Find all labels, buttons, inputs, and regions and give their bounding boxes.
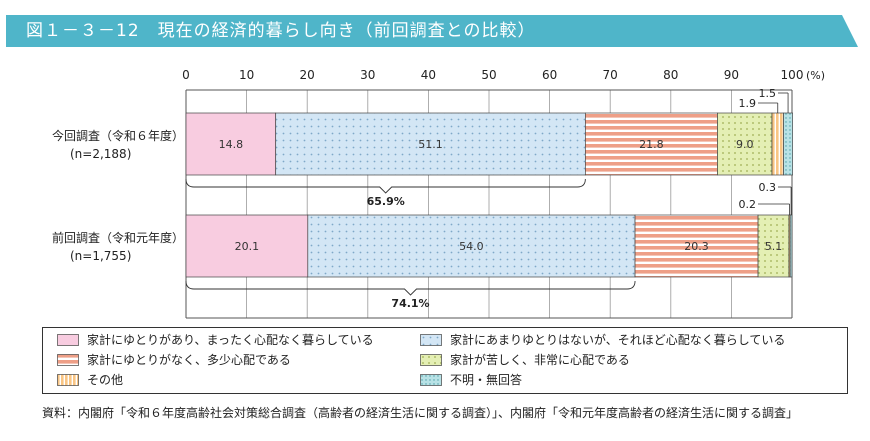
category-label: 前回調査（令和元年度） bbox=[52, 230, 184, 245]
bar-segment bbox=[634, 214, 759, 278]
legend-swatch bbox=[57, 334, 79, 346]
legend-swatch bbox=[57, 354, 79, 366]
legend-label: 家計が苦しく、非常に心配である bbox=[450, 353, 630, 367]
bar-segment bbox=[783, 112, 793, 176]
bar-segment bbox=[307, 214, 636, 278]
x-tick-label: 80 bbox=[663, 68, 678, 82]
x-tick-label: 0 bbox=[182, 68, 190, 82]
bar-segment bbox=[717, 112, 773, 176]
data-label: 20.3 bbox=[684, 240, 709, 253]
data-label: 0.2 bbox=[739, 198, 757, 211]
category-sample-size: (n=2,188) bbox=[70, 147, 131, 161]
data-label: 51.1 bbox=[418, 138, 443, 151]
data-label: 20.1 bbox=[235, 240, 260, 253]
x-tick-label: 40 bbox=[421, 68, 436, 82]
source-note: 資料：内閣府「令和６年度高齢社会対策総合調査（高齢者の経済生活に関する調査）」、… bbox=[42, 406, 799, 420]
bar-segment bbox=[185, 214, 309, 278]
legend-label: 家計にゆとりがなく、多少心配である bbox=[87, 353, 291, 367]
x-tick-label: 70 bbox=[603, 68, 618, 82]
data-label: 5.1 bbox=[765, 240, 783, 253]
x-tick-label: 50 bbox=[481, 68, 496, 82]
legend-label: その他 bbox=[87, 373, 124, 387]
x-tick-label: 10 bbox=[239, 68, 254, 82]
data-label: 21.8 bbox=[639, 138, 664, 151]
data-label: 14.8 bbox=[219, 138, 244, 151]
figure-title-bar: 図１－３－12 現在の経済的暮らし向き（前回調査との比較） bbox=[6, 15, 858, 47]
data-label: 9.0 bbox=[736, 138, 754, 151]
x-tick-label: 60 bbox=[542, 68, 557, 82]
figure-title: 図１－３－12 現在の経済的暮らし向き（前回調査との比較） bbox=[26, 21, 536, 41]
category-label: 今回調査（令和６年度） bbox=[52, 128, 184, 143]
sum-bracket-label: 65.9% bbox=[367, 195, 405, 208]
stacked-bar-chart: 0 10 20 30 40 50 60 70 80 90 100 (%) 今回調査（令和６年度） (n=2… bbox=[52, 68, 825, 319]
chart-legend: 家計にゆとりがあり、まったく心配なく暮らしている 家計にあまりゆとりはないが、それ… bbox=[42, 327, 848, 394]
data-label: 1.9 bbox=[739, 97, 757, 110]
legend-swatch bbox=[420, 374, 442, 386]
legend-swatch bbox=[420, 334, 442, 346]
x-axis-unit: (%) bbox=[806, 69, 825, 82]
bar-segment bbox=[789, 214, 793, 278]
category-sample-size: (n=1,755) bbox=[70, 249, 131, 263]
legend-label: 家計にゆとりがあり、まったく心配なく暮らしている bbox=[87, 333, 374, 347]
legend-swatch bbox=[420, 354, 442, 366]
legend-swatch bbox=[57, 374, 79, 386]
x-tick-label: 20 bbox=[300, 68, 315, 82]
legend-label: 家計にあまりゆとりはないが、それほど心配なく暮らしている bbox=[450, 333, 786, 347]
x-tick-label: 30 bbox=[360, 68, 375, 82]
title-banner-shape bbox=[6, 15, 858, 47]
sum-bracket bbox=[185, 178, 586, 194]
sum-bracket bbox=[185, 280, 636, 296]
data-label: 0.3 bbox=[759, 181, 777, 194]
bar-segment bbox=[771, 112, 784, 176]
legend-label: 不明・無回答 bbox=[450, 373, 523, 387]
bar-segment bbox=[185, 112, 277, 176]
data-label: 1.5 bbox=[759, 87, 777, 100]
data-label: 54.0 bbox=[459, 240, 484, 253]
x-tick-label: 100 bbox=[781, 68, 804, 82]
sum-bracket-label: 74.1% bbox=[391, 297, 429, 310]
x-tick-label: 90 bbox=[724, 68, 739, 82]
